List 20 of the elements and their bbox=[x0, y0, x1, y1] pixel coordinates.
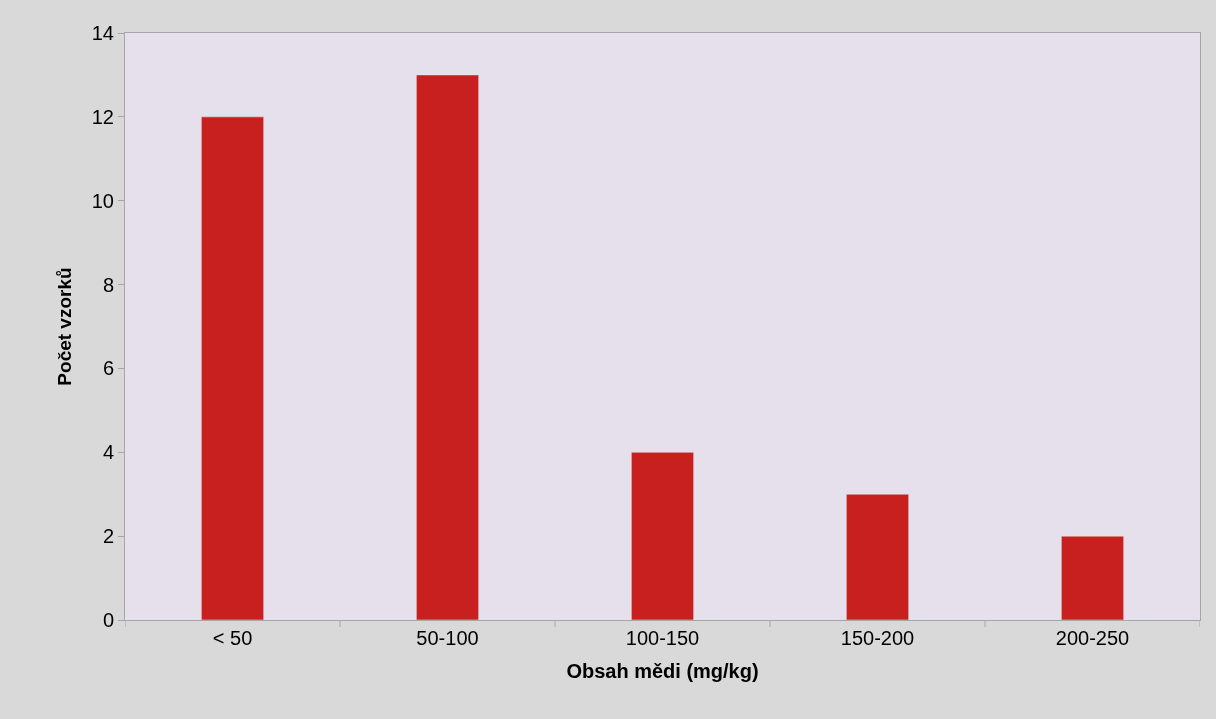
x-tick-label: 50-100 bbox=[416, 627, 479, 649]
y-tick-label: 6 bbox=[102, 357, 114, 380]
y-tick-label: 12 bbox=[91, 105, 114, 128]
y-tick-label: 8 bbox=[102, 273, 114, 296]
y-axis-title: Počet vzorků bbox=[53, 267, 75, 386]
bar bbox=[1061, 535, 1124, 620]
y-tick-label: 10 bbox=[91, 189, 114, 212]
x-tick-label: 200-250 bbox=[1055, 627, 1130, 649]
bar bbox=[846, 493, 909, 620]
bar bbox=[201, 116, 264, 620]
x-tick-label: 150-200 bbox=[840, 627, 915, 649]
x-axis-title: Obsah mědi (mg/kg) bbox=[566, 659, 759, 682]
x-tick-label: < 50 bbox=[212, 627, 253, 649]
y-tick-label: 0 bbox=[102, 609, 114, 631]
y-tick-label: 2 bbox=[102, 525, 114, 548]
y-tick-label: 14 bbox=[91, 22, 114, 44]
bar bbox=[416, 74, 479, 620]
y-tick-label: 4 bbox=[102, 441, 114, 464]
bar bbox=[631, 452, 694, 620]
x-tick-label: 100-150 bbox=[625, 627, 700, 649]
